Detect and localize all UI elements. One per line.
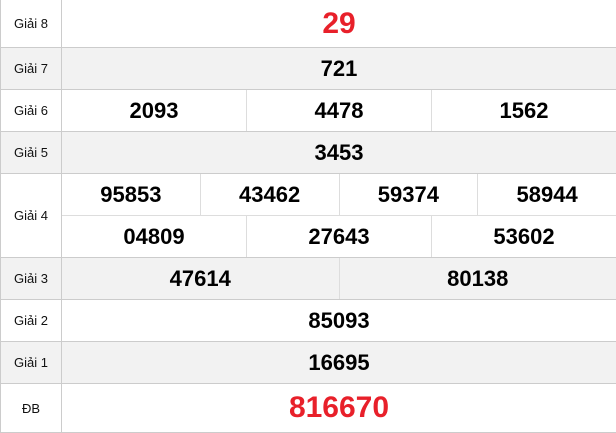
prize-number: 3453 <box>314 139 364 165</box>
prize-row: Giải 7 721 <box>1 48 616 90</box>
prize-number: 27643 <box>246 216 431 257</box>
prize-number: 58944 <box>477 174 616 215</box>
prize-row: Giải 1 16695 <box>1 342 616 384</box>
prize-row: Giải 5 3453 <box>1 132 616 174</box>
prize-number: 04809 <box>123 223 185 249</box>
prize-row: Giải 4 95853 43462 59374 58944 04809 27643 5360… <box>1 174 616 258</box>
prize-row: Giải 2 85093 <box>1 300 616 342</box>
prize-number: 816670 <box>288 391 390 424</box>
prize-subrow: 04809 27643 53602 <box>62 215 616 257</box>
prize-subrow: 16695 <box>62 342 616 383</box>
prize-values: 721 <box>62 48 616 89</box>
prize-subrow: 2093 4478 1562 <box>62 90 616 131</box>
prize-label: Giải 8 <box>1 0 62 47</box>
prize-values: 3453 <box>62 132 616 173</box>
prize-row: Giải 3 47614 80138 <box>1 258 616 300</box>
prize-label: Giải 5 <box>1 132 62 173</box>
prize-label: Giải 4 <box>1 174 62 257</box>
prize-values: 47614 80138 <box>62 258 616 299</box>
prize-number: 80138 <box>338 258 616 299</box>
prize-values: 816670 <box>62 384 616 432</box>
prize-subrow: 95853 43462 59374 58944 <box>62 174 616 215</box>
prize-label: Giải 7 <box>1 48 62 89</box>
prize-label: Giải 6 <box>1 90 62 131</box>
prize-label: Giải 3 <box>1 258 62 299</box>
prize-number: 721 <box>320 55 358 81</box>
prize-number: 43462 <box>199 174 339 215</box>
prize-values: 2093 4478 1562 <box>62 90 616 131</box>
prize-number: 1562 <box>431 90 616 131</box>
prize-number: 53602 <box>431 216 616 257</box>
prize-label: Giải 2 <box>1 300 62 341</box>
prize-number: 95853 <box>100 181 162 207</box>
prize-number: 16695 <box>308 349 370 375</box>
prize-number: 59374 <box>338 174 478 215</box>
prize-number: 47614 <box>169 265 231 291</box>
prize-row: Giải 8 29 <box>1 0 616 48</box>
prize-values: 85093 <box>62 300 616 341</box>
prize-subrow: 85093 <box>62 300 616 341</box>
prize-values: 95853 43462 59374 58944 04809 27643 53602 <box>62 174 616 257</box>
prize-number: 85093 <box>308 307 370 333</box>
prize-row: ĐB 816670 <box>1 384 616 433</box>
prize-values: 16695 <box>62 342 616 383</box>
prize-subrow: 47614 80138 <box>62 258 616 299</box>
prize-subrow: 816670 <box>62 384 616 432</box>
prize-subrow: 3453 <box>62 132 616 173</box>
prize-subrow: 721 <box>62 48 616 89</box>
prize-label: Giải 1 <box>1 342 62 383</box>
prize-row: Giải 6 2093 4478 1562 <box>1 90 616 132</box>
prize-number: 29 <box>322 6 356 40</box>
prize-number: 2093 <box>129 97 179 123</box>
prize-values: 29 <box>62 0 616 47</box>
prize-subrow: 29 <box>62 0 616 47</box>
prize-number: 4478 <box>246 90 431 131</box>
prize-label: ĐB <box>1 384 62 432</box>
